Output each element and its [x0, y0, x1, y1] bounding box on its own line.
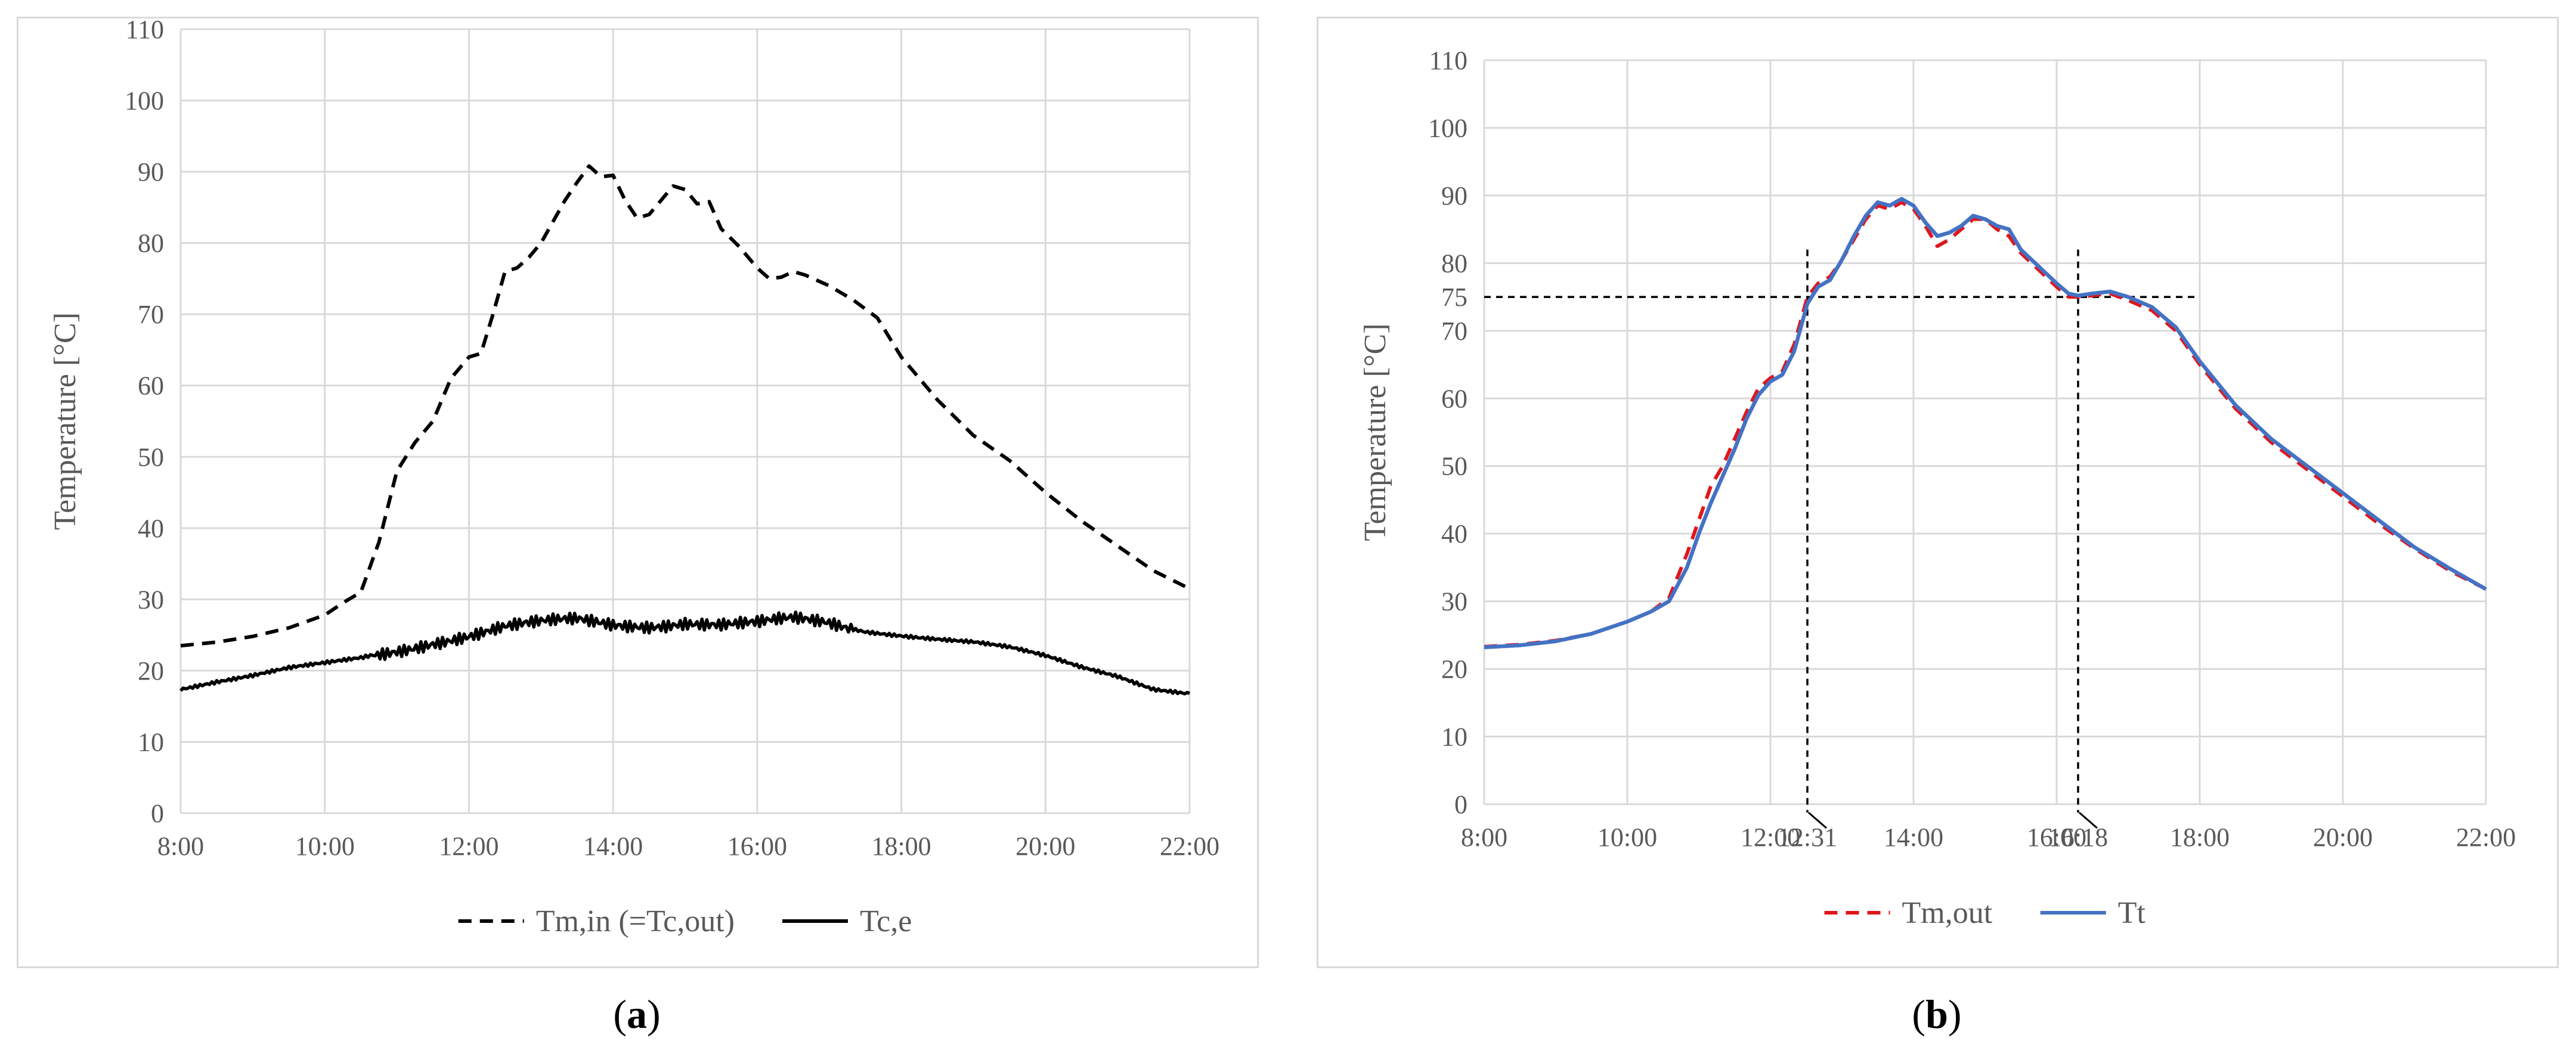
chart-a-ytick-label: 70 — [138, 300, 164, 329]
chart-a-ytick-label: 20 — [138, 656, 164, 686]
chart-a-xtick-label: 16:00 — [727, 832, 787, 861]
chart-b-xtick-label: 12:00 — [1741, 823, 1800, 852]
chart-b-ytick-label: 90 — [1441, 181, 1467, 210]
chart-a-ytick-label: 50 — [138, 442, 164, 472]
chart-b-svg: 0 10 20 30 40 50 60 70 75 80 90 100 110 8:00 10:00 12:0… — [1358, 46, 2516, 930]
chart-b-ytick-label: 75 — [1441, 283, 1467, 312]
chart-b-xtick-label: 8:00 — [1461, 823, 1507, 852]
chart-a-ytick-label: 110 — [126, 18, 164, 44]
chart-a-ytick-label: 60 — [138, 371, 164, 401]
chart-a-y-axis-title: Temperature [°C] — [48, 312, 82, 530]
chart-a-xtick-label: 20:00 — [1015, 832, 1075, 861]
chart-b-xtick-label: 14:00 — [1884, 823, 1943, 852]
chart-b-legend-item-1: Tt — [2040, 896, 2146, 930]
chart-b-xtick-label: 16:00 — [2027, 823, 2086, 852]
caption-a: (a) — [547, 991, 726, 1038]
chart-panel-b: 0 10 20 30 40 50 60 70 75 80 90 100 110 8:00 10:00 12:0… — [1317, 17, 2559, 968]
chart-a-ytick-label: 100 — [125, 86, 164, 116]
chart-a-xtick-label: 12:00 — [439, 832, 499, 861]
chart-a-xtick-label: 22:00 — [1160, 832, 1219, 861]
chart-b-ytick-label: 50 — [1441, 452, 1467, 481]
chart-b-ytick-label: 70 — [1441, 317, 1467, 346]
chart-b-ytick-label: 60 — [1441, 384, 1467, 413]
chart-b-xtick-label: 12:31 — [1778, 823, 1837, 852]
chart-b-legend-label-1: Tt — [2118, 896, 2146, 930]
chart-a-xtick-label: 8:00 — [157, 832, 204, 861]
caption-b-open: ( — [1912, 991, 1926, 1037]
chart-b-reference-leader — [2079, 811, 2098, 829]
chart-a-xtick-label: 10:00 — [295, 832, 355, 861]
chart-b-ytick-label: 20 — [1441, 655, 1467, 684]
chart-b-y-axis-title: Temperature [°C] — [1358, 323, 1392, 541]
chart-b-ytick-label: 40 — [1441, 519, 1467, 548]
chart-a-ytick-label: 90 — [138, 157, 164, 187]
chart-b-legend-label-0: Tm,out — [1902, 896, 1993, 930]
chart-b-ytick-label: 10 — [1441, 723, 1467, 752]
chart-a-legend-item-1: Tc,e — [782, 904, 912, 938]
chart-a-legend-label-1: Tc,e — [860, 904, 912, 938]
caption-b-close: ) — [1948, 991, 1962, 1037]
chart-b-xtick-label: 20:00 — [2313, 823, 2373, 852]
chart-b-legend-item-0: Tm,out — [1824, 896, 1993, 930]
chart-a-ytick-label: 0 — [151, 799, 164, 828]
chart-a-svg: 0 10 20 30 40 50 60 70 80 90 100 110 8:00 10:00 12:00 1… — [48, 18, 1219, 938]
chart-b-ytick-label: 30 — [1441, 587, 1467, 616]
caption-a-open: ( — [613, 991, 627, 1037]
chart-b-xtick-label: 10:00 — [1597, 823, 1657, 852]
chart-a-legend-label-0: Tm,in (=Tc,out) — [536, 904, 735, 938]
chart-b-xtick-label: 18:00 — [2170, 823, 2230, 852]
chart-b-ytick-label: 0 — [1454, 790, 1467, 819]
chart-a-ytick-label: 30 — [138, 585, 164, 614]
chart-b-ytick-label: 80 — [1441, 249, 1467, 278]
caption-b-letter: b — [1925, 991, 1948, 1037]
chart-b-xtick-label: 16:18 — [2048, 823, 2108, 852]
chart-panel-a: 0 10 20 30 40 50 60 70 80 90 100 110 8:00 10:00 12:00 1… — [17, 17, 1259, 968]
chart-a-xtick-label: 18:00 — [871, 832, 931, 861]
chart-a-ytick-label: 80 — [138, 229, 164, 258]
chart-b-reference-leader — [1808, 811, 1827, 829]
chart-b-ytick-label: 110 — [1429, 46, 1467, 75]
chart-a-series-0-line — [180, 164, 1191, 648]
chart-a-series-1-line — [179, 610, 1191, 696]
chart-b-series-1-line — [1484, 197, 2487, 650]
caption-a-close: ) — [647, 991, 661, 1037]
caption-b: (b) — [1847, 991, 2026, 1038]
chart-b-xtick-label: 22:00 — [2456, 823, 2516, 852]
chart-a-legend-item-0: Tm,in (=Tc,out) — [458, 904, 735, 938]
chart-a-xtick-label: 14:00 — [583, 832, 643, 861]
chart-b-ytick-label: 100 — [1428, 113, 1467, 142]
caption-a-letter: a — [627, 991, 647, 1037]
chart-a-ytick-label: 40 — [138, 514, 164, 543]
chart-b-series-0-line — [1484, 200, 2487, 649]
chart-a-ytick-label: 10 — [138, 727, 164, 757]
